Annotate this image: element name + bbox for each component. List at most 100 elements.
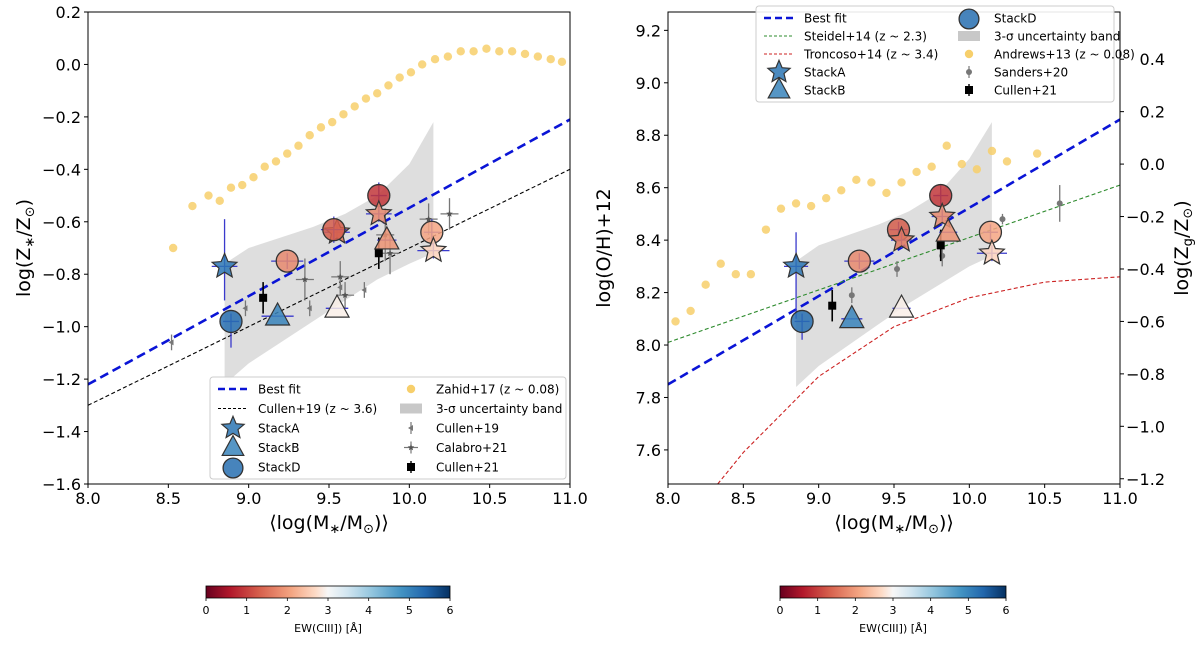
legend-label: Troncoso+14 (z ~ 3.4) <box>803 48 938 62</box>
right-colorbar: 0 1 2 3 4 5 6 EW(CIII]) [Å] <box>777 585 1010 635</box>
legend-label: 3-σ uncertainty band <box>994 30 1120 44</box>
line-best <box>668 118 1120 386</box>
stack-marker <box>373 225 400 250</box>
label-part: ) <box>1171 200 1193 207</box>
reference-point <box>520 49 530 59</box>
reference-point <box>384 81 393 90</box>
stack-marker-stacka <box>210 251 239 279</box>
colorbar-tick-label: 6 <box>447 604 454 617</box>
plot-area <box>88 44 570 406</box>
stack-marker <box>847 249 871 273</box>
colorbar-tick-label: 0 <box>777 604 784 617</box>
line-steidel14 <box>668 184 1120 343</box>
subscript: ∗ <box>329 522 340 537</box>
colorbar-tick-label: 3 <box>890 604 897 617</box>
stack-marker-stackd <box>219 309 243 334</box>
legend-label: StackA <box>258 422 300 436</box>
legend-label: StackD <box>994 12 1036 26</box>
line-best <box>88 118 570 386</box>
y-tick-label: 8.6 <box>636 179 661 198</box>
y-right-tick-label: −1.0 <box>1126 417 1165 436</box>
x-tick-label: 9.0 <box>236 489 261 508</box>
reference-point <box>495 47 504 56</box>
reference-point <box>283 149 292 158</box>
line-cullen19 <box>88 168 570 406</box>
stack-marker <box>887 225 916 252</box>
reference-point <box>761 225 771 234</box>
reference-point <box>260 162 269 171</box>
reference-point <box>168 243 178 253</box>
colorbar-tick-label: 3 <box>325 604 332 617</box>
reference-point <box>701 280 710 289</box>
legend-label: StackB <box>804 84 845 98</box>
legend-marker <box>767 76 791 99</box>
label-part: )⟩ <box>374 512 389 534</box>
x-tick-label: 10.5 <box>472 489 508 508</box>
reference-point <box>731 270 740 279</box>
colorbar-tick-label: 4 <box>365 604 372 617</box>
colorbar-tick-label: 4 <box>927 604 934 617</box>
stack-marker <box>364 199 393 226</box>
colorbar-label: EW(CIII]) [Å] <box>859 622 927 635</box>
colorbar-tick-label: 5 <box>965 604 972 617</box>
calabro21-point <box>446 210 453 217</box>
x-tick-label: 8.5 <box>731 489 756 508</box>
colorbar-tick-label: 1 <box>814 604 821 617</box>
calabro21-point <box>301 276 309 283</box>
legend-band <box>400 403 422 414</box>
label-part: /M <box>340 512 363 534</box>
stack-marker <box>929 183 953 208</box>
subscript: ⊙ <box>363 522 374 537</box>
y-axis-label: log(Z∗/Z⊙) <box>13 199 38 297</box>
subscript: ⊙ <box>1181 208 1196 219</box>
x-axis-label: ⟨log(M∗/M⊙)⟩ <box>834 512 954 537</box>
legend-label: Best fit <box>258 383 301 397</box>
legend-marker <box>222 457 244 479</box>
colorbar-gradient <box>779 585 1007 599</box>
reference-point <box>533 52 543 61</box>
y-tick-label: 7.8 <box>636 388 661 407</box>
x-tick-label: 8.5 <box>156 489 181 508</box>
reference-point <box>546 55 555 64</box>
reference-point <box>249 173 258 182</box>
stack-marker <box>978 220 1003 244</box>
reference-point <box>852 175 861 185</box>
stack-marker <box>888 293 915 318</box>
cullen21-point <box>828 301 837 310</box>
calabro21-point <box>341 291 349 298</box>
x-tick-label: 10.0 <box>392 489 428 508</box>
stack-marker <box>275 249 299 273</box>
subscript: ∗ <box>894 522 905 537</box>
label-part: ) <box>13 199 35 206</box>
reference-point <box>328 117 337 127</box>
legend-label: Steidel+14 (z ~ 2.3) <box>804 30 927 44</box>
legend-marker <box>406 384 416 394</box>
colorbar-tick-label: 2 <box>284 604 291 617</box>
reference-point <box>1032 149 1042 158</box>
label-part: )⟩ <box>939 512 954 534</box>
reference-point <box>305 131 314 140</box>
reference-point <box>456 47 465 56</box>
y-tick-label: 7.6 <box>636 441 661 460</box>
legend-label: Best fit <box>804 12 847 26</box>
y-right-tick-label: −0.4 <box>1126 260 1165 279</box>
y-right-tick-label: 0.0 <box>1140 155 1165 174</box>
legend-band <box>958 31 980 41</box>
x-tick-label: 8.0 <box>75 489 100 508</box>
y-right-tick-label: −0.6 <box>1126 312 1165 331</box>
label-part: /Z <box>13 217 35 236</box>
label-part: /M <box>905 512 928 534</box>
reference-point <box>987 146 997 156</box>
legend-label: Cullen+21 <box>436 461 499 475</box>
reference-point <box>339 110 348 119</box>
left-colorbar: 0 1 2 3 4 5 6 EW(CIII]) [Å] <box>203 585 454 635</box>
cullen21-point <box>374 249 383 258</box>
legend-label: StackD <box>258 461 300 475</box>
legend-marker <box>221 434 245 457</box>
colorbar-tick-label: 2 <box>852 604 859 617</box>
y-tick-label: −1.2 <box>42 370 81 389</box>
reference-point <box>443 52 453 61</box>
legend-box <box>755 5 1115 103</box>
legend-label: Cullen+19 <box>436 422 499 436</box>
reference-point <box>746 270 756 279</box>
